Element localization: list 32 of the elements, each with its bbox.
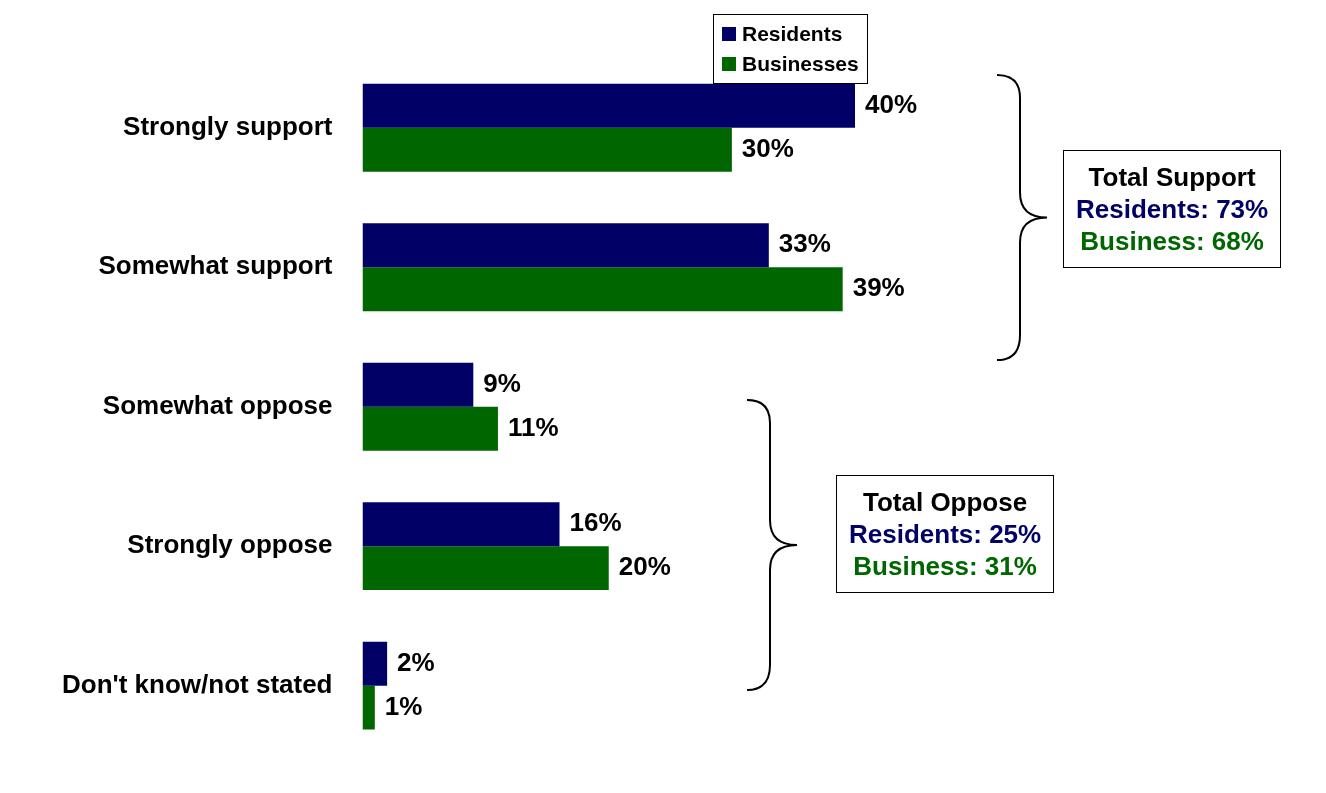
bar	[362, 502, 560, 547]
data-label: 11%	[507, 411, 559, 442]
bar	[362, 546, 609, 591]
text: Residents: 73%	[1076, 193, 1269, 225]
data-label: 2%	[397, 646, 435, 677]
y-tick-label: Strongly support	[123, 110, 333, 141]
bar	[362, 127, 732, 172]
data-label: 9%	[483, 367, 521, 398]
legend-label: Businesses	[741, 51, 859, 77]
legend-label: Residents	[741, 21, 844, 47]
text: Business: 68%	[1079, 225, 1265, 257]
data-label: 1%	[384, 690, 423, 721]
y-tick-label: Somewhat oppose	[102, 389, 333, 420]
y-tick-label: Strongly oppose	[127, 529, 333, 560]
bar	[362, 406, 498, 451]
y-tick-label: Don't know/not stated	[62, 668, 333, 699]
data-label: 30%	[741, 132, 794, 163]
annotation: Business: 31%	[852, 550, 1038, 582]
text: Total Oppose	[862, 486, 1029, 518]
bar	[362, 362, 474, 407]
data-label: 16%	[569, 507, 622, 538]
bar	[362, 223, 769, 268]
annotation: Residents: 25%	[849, 518, 1042, 550]
y-tick-label: Somewhat support	[98, 250, 333, 281]
data-label: 33%	[778, 228, 831, 259]
bar	[362, 641, 388, 686]
data-label: 39%	[852, 272, 905, 303]
data-label: 40%	[865, 88, 918, 119]
bar	[362, 267, 843, 312]
text: Total Support	[1087, 161, 1257, 193]
data-label: 20%	[618, 551, 671, 582]
bar	[362, 83, 855, 128]
